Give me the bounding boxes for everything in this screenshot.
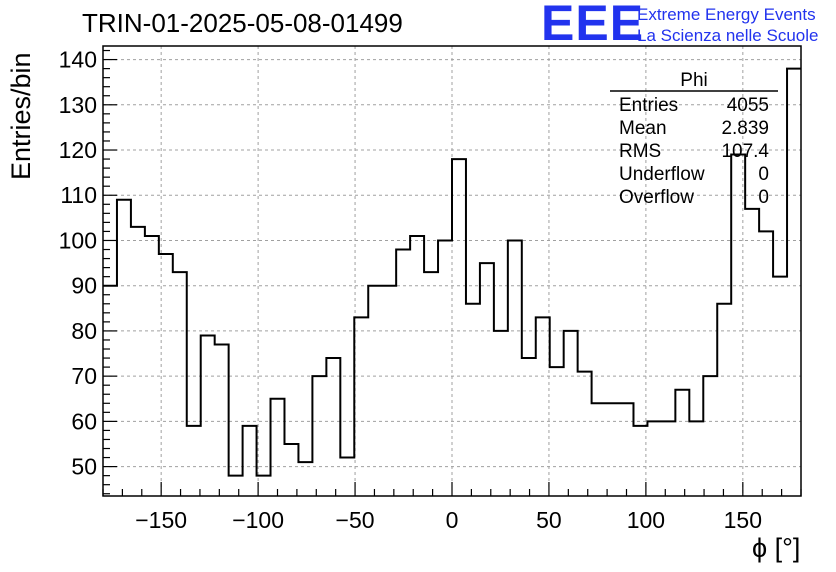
stats-row-label: Entries [619,95,678,116]
histogram-bin [326,358,340,496]
histogram-bin [452,159,466,496]
histogram-bin [661,421,675,496]
chart-title: TRIN-01-2025-05-08-01499 [82,8,403,38]
histogram-bin [717,304,731,496]
y-tick-label: 100 [59,227,97,253]
histogram-bin [298,462,312,496]
histogram-bin [201,335,215,496]
stats-row-value: 2.839 [721,118,769,139]
stats-row-value: 0 [758,164,769,185]
y-tick-label: 90 [71,273,97,299]
stats-row-value: 107.4 [721,141,769,162]
histogram-bin [647,421,661,496]
histogram-bin [508,240,522,496]
histogram-bin [145,236,159,496]
histogram-bin [731,155,745,496]
histogram-bin [312,376,326,496]
y-tick-label: 50 [71,454,97,480]
stats-row-value: 0 [758,187,769,208]
y-tick-label: 120 [59,137,97,163]
x-tick-label: 50 [536,507,562,533]
y-tick-label: 140 [59,47,97,73]
histogram-bin [773,277,787,496]
histogram-bin [689,421,703,496]
histogram-bin [745,209,759,496]
histogram-bin [620,403,634,496]
histogram-bin [215,344,229,496]
y-tick-label: 80 [71,318,97,344]
x-axis-label: ϕ [°] [752,533,801,563]
stats-row-label: Underflow [619,164,705,185]
histogram-bin [466,304,480,496]
logo-line-2: La Scienza nelle Scuole [637,26,819,45]
histogram-bin [424,272,438,496]
histogram-bin [187,426,201,496]
histogram-bin [703,376,717,496]
histogram-bin [340,458,354,496]
x-tick-label: 150 [724,507,762,533]
y-tick-label: 60 [71,408,97,434]
histogram-bin [284,444,298,496]
logo-line-1: Extreme Energy Events [637,5,816,24]
x-tick-label: −100 [232,507,284,533]
histogram-bin [494,331,508,496]
histogram-bin [410,236,424,496]
histogram-bin [522,358,536,496]
histogram-bin [354,317,368,496]
histogram-bin [243,426,257,496]
histogram-bin [606,403,620,496]
x-tick-label: 100 [627,507,665,533]
y-tick-label: 70 [71,363,97,389]
histogram-bin [675,390,689,496]
stats-row-value: 4055 [727,95,769,116]
histogram-bin [536,317,550,496]
stats-box-title: Phi [680,70,707,91]
histogram-outline [103,67,801,477]
histogram-bin [173,272,187,496]
stats-row-label: RMS [619,141,661,162]
histogram-bin [564,331,578,496]
y-tick-label: 130 [59,92,97,118]
histogram-bin [159,254,173,496]
histogram-bin [480,263,494,496]
histogram-bin [578,372,592,496]
histogram-bin [103,286,117,496]
histogram-bin [787,69,801,496]
x-tick-label: −150 [135,507,187,533]
histogram-bin [117,200,131,496]
eee-logo: EEE [541,0,645,51]
y-tick-label: 110 [60,182,97,208]
histogram-bin [759,231,773,496]
histogram-bin [550,367,564,496]
x-tick-label: 0 [446,507,459,533]
x-tick-label: −50 [336,507,375,533]
histogram-bin [271,399,285,496]
stats-row-label: Overflow [619,187,694,208]
histogram-bin [131,227,145,496]
stats-row-label: Mean [619,118,667,139]
histogram-bin [592,403,606,496]
histogram-bin [382,286,396,496]
histogram-bin [396,250,410,496]
histogram-bin [368,286,382,496]
histogram-bin [438,240,452,496]
histogram-bin [229,476,243,496]
